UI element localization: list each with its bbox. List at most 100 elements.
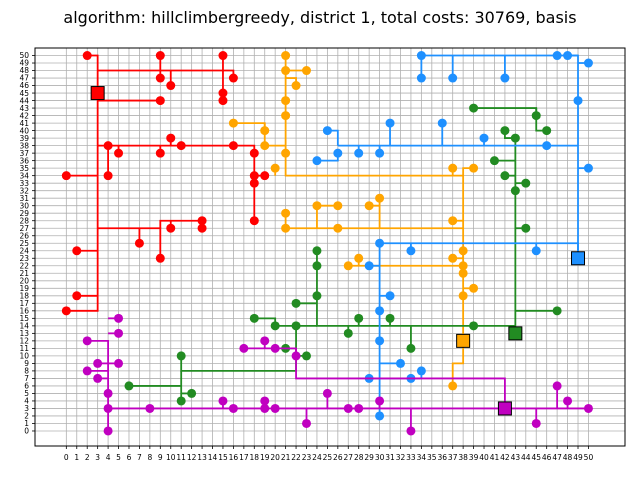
- house-point: [479, 133, 489, 143]
- x-tick-label: 5: [116, 453, 121, 462]
- house-point: [281, 148, 291, 158]
- house-point: [93, 373, 103, 383]
- battery-marker: [508, 326, 523, 341]
- house-point: [228, 403, 238, 413]
- y-tick-label: 47: [19, 74, 29, 83]
- house-point: [260, 171, 270, 181]
- y-tick-label: 0: [24, 427, 29, 436]
- x-tick-label: 25: [323, 453, 333, 462]
- house-point: [134, 238, 144, 248]
- house-point: [312, 201, 322, 211]
- house-point: [166, 223, 176, 233]
- chart-title: algorithm: hillclimbergreedy, district 1…: [63, 8, 577, 27]
- y-tick-label: 34: [19, 171, 29, 180]
- x-tick-label: 9: [158, 453, 163, 462]
- house-point: [500, 73, 510, 83]
- house-point: [249, 216, 259, 226]
- house-point: [249, 148, 259, 158]
- house-point: [166, 81, 176, 91]
- house-point: [239, 343, 249, 353]
- house-point: [72, 291, 82, 301]
- house-point: [354, 403, 364, 413]
- y-tick-label: 16: [19, 307, 29, 316]
- cable-path: [97, 144, 256, 221]
- house-point: [82, 366, 92, 376]
- house-point: [469, 321, 479, 331]
- house-point: [333, 201, 343, 211]
- y-tick-label: 38: [19, 141, 29, 150]
- house-point: [281, 66, 291, 76]
- house-point: [385, 291, 395, 301]
- house-point: [375, 396, 385, 406]
- house-point: [145, 403, 155, 413]
- house-point: [583, 403, 593, 413]
- y-tick-label: 37: [19, 149, 29, 158]
- house-point: [583, 58, 593, 68]
- house-point: [448, 163, 458, 173]
- x-tick-label: 2: [85, 453, 90, 462]
- house-point: [260, 396, 270, 406]
- house-point: [333, 148, 343, 158]
- y-tick-label: 8: [24, 367, 29, 376]
- house-point: [385, 313, 395, 323]
- house-point: [270, 163, 280, 173]
- house-point: [281, 51, 291, 61]
- y-tick-label: 25: [19, 239, 29, 248]
- house-point: [187, 388, 197, 398]
- y-tick-label: 20: [19, 276, 29, 285]
- house-point: [563, 51, 573, 61]
- y-tick-label: 22: [19, 261, 29, 270]
- x-tick-label: 11: [176, 453, 186, 462]
- x-tick-label: 39: [469, 453, 479, 462]
- house-point: [343, 328, 353, 338]
- house-point: [406, 343, 416, 353]
- tick-labels: 0 1 2 3 4 5 6 7 8 9 10 11 12 13 14 15 16 17 18 19 20 21 22 23 24…: [19, 51, 593, 462]
- x-tick-label: 18: [250, 453, 260, 462]
- house-point: [448, 381, 458, 391]
- house-point: [155, 96, 165, 106]
- house-point: [312, 246, 322, 256]
- house-point: [302, 66, 312, 76]
- house-point: [448, 73, 458, 83]
- house-point: [416, 73, 426, 83]
- house-point: [176, 141, 186, 151]
- house-point: [218, 96, 228, 106]
- house-point: [322, 126, 332, 136]
- y-tick-label: 40: [19, 126, 29, 135]
- house-point: [448, 216, 458, 226]
- x-tick-label: 26: [333, 453, 343, 462]
- house-point: [114, 148, 124, 158]
- house-point: [469, 103, 479, 113]
- house-point: [573, 96, 583, 106]
- x-tick-label: 0: [64, 453, 69, 462]
- y-tick-label: 39: [19, 134, 29, 143]
- house-point: [458, 246, 468, 256]
- house-point: [375, 238, 385, 248]
- house-point: [218, 396, 228, 406]
- series-1: [228, 51, 479, 391]
- x-tick-label: 23: [302, 453, 312, 462]
- house-point: [93, 358, 103, 368]
- x-tick-label: 43: [511, 453, 521, 462]
- x-tick-label: 19: [260, 453, 270, 462]
- x-tick-label: 45: [531, 453, 541, 462]
- house-point: [406, 426, 416, 436]
- x-tick-label: 44: [521, 453, 531, 462]
- house-point: [552, 381, 562, 391]
- cable-path: [233, 122, 286, 147]
- house-point: [375, 306, 385, 316]
- y-tick-label: 27: [19, 224, 29, 233]
- house-point: [406, 246, 416, 256]
- house-point: [500, 126, 510, 136]
- house-point: [531, 246, 541, 256]
- x-tick-label: 49: [573, 453, 583, 462]
- house-point: [155, 73, 165, 83]
- x-tick-label: 16: [229, 453, 239, 462]
- x-tick-label: 30: [375, 453, 385, 462]
- house-point: [500, 171, 510, 181]
- house-point: [385, 118, 395, 128]
- y-tick-label: 33: [19, 179, 29, 188]
- house-point: [260, 141, 270, 151]
- x-tick-label: 50: [584, 453, 594, 462]
